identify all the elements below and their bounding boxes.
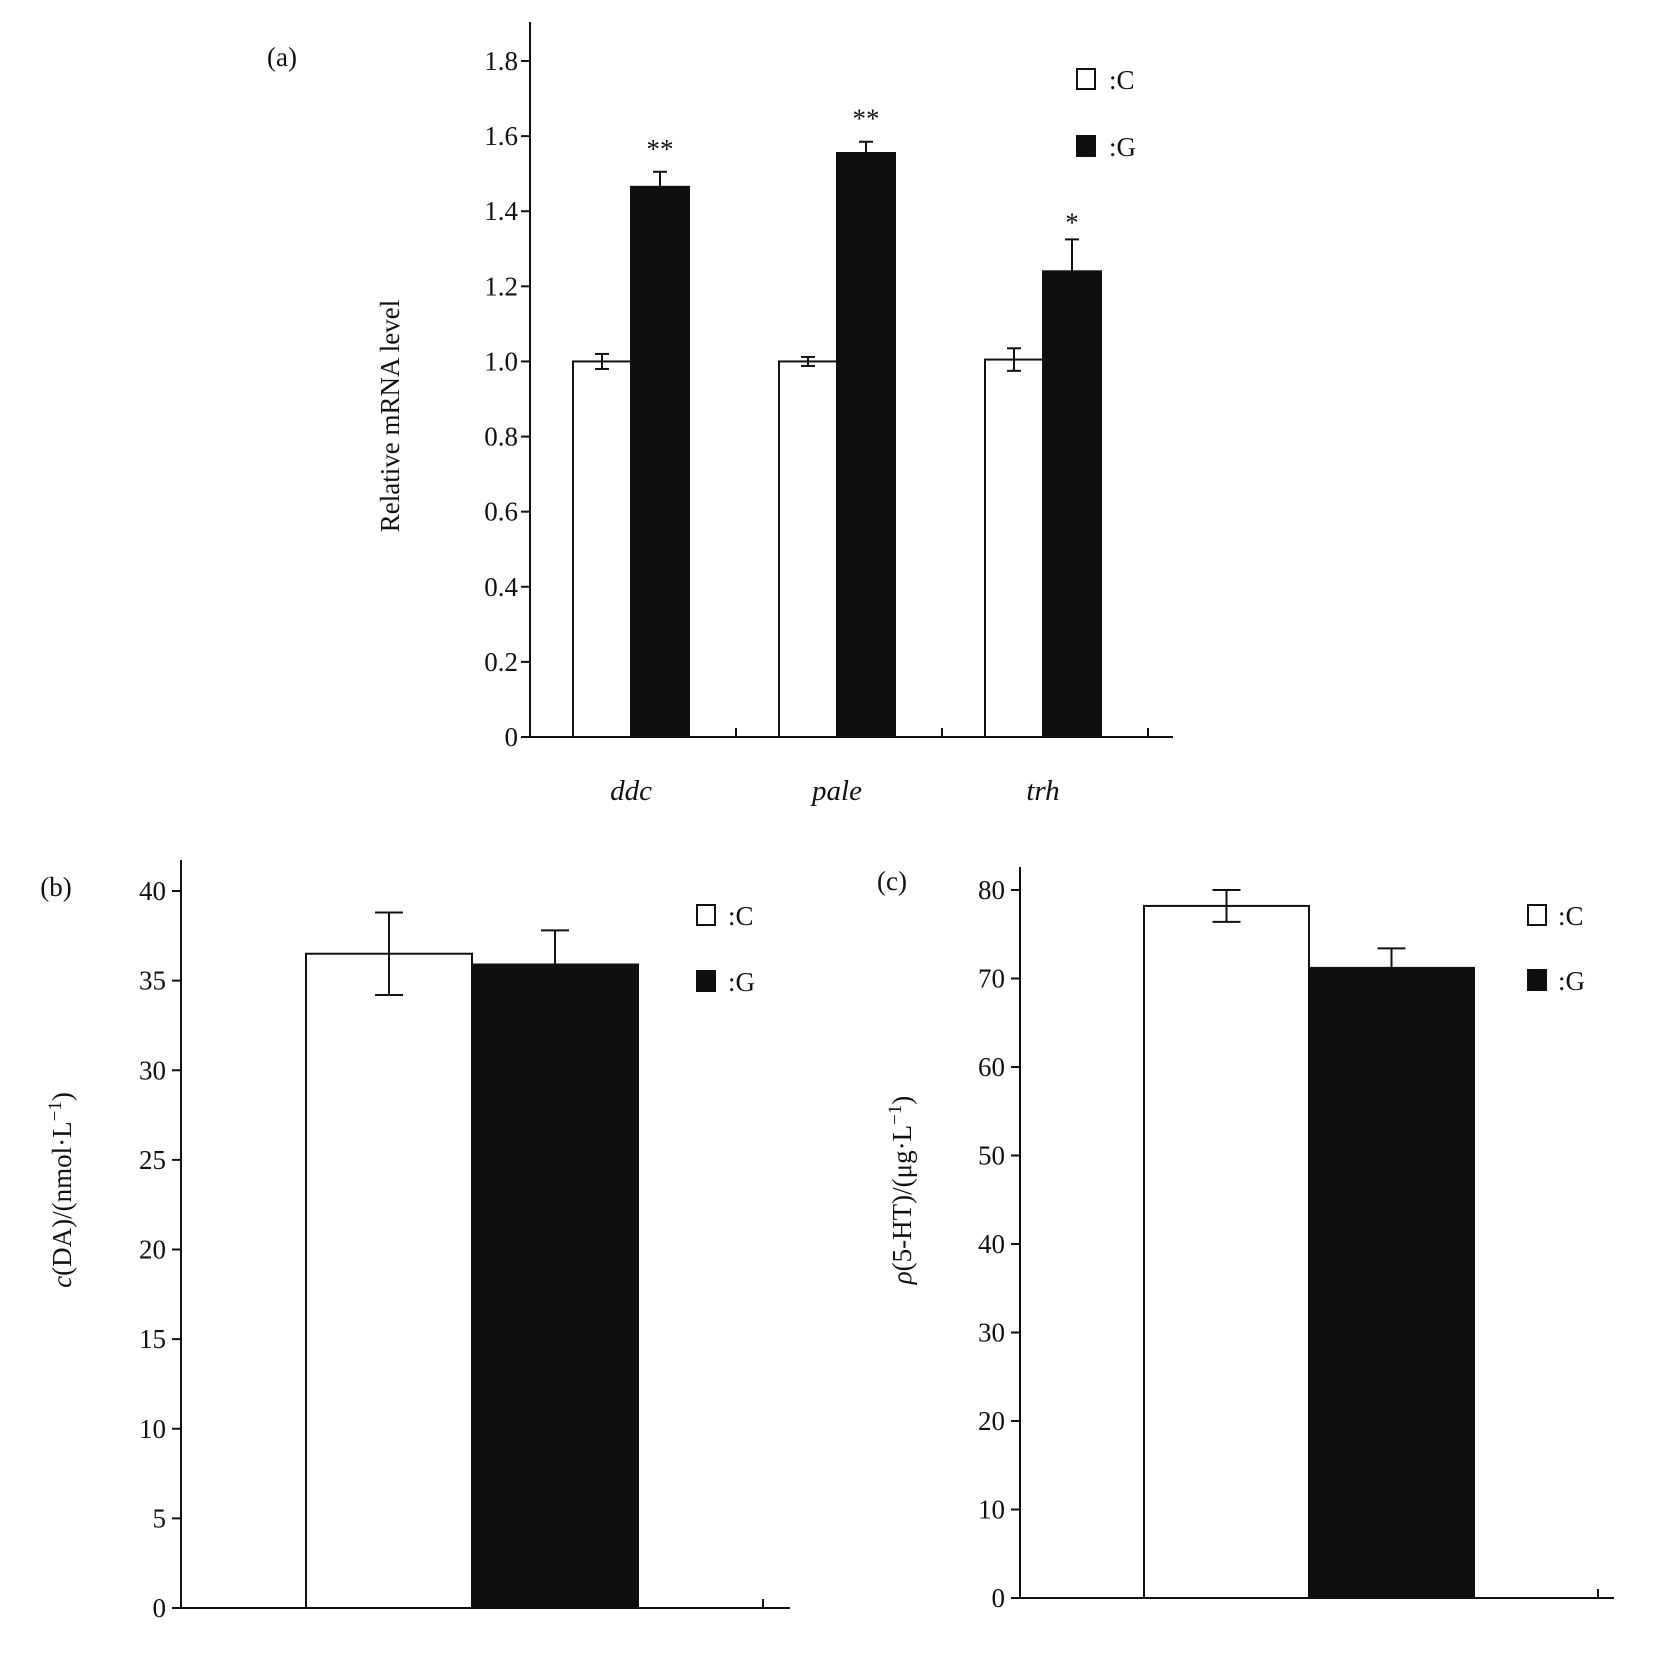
bar-g bbox=[630, 185, 690, 739]
y-tick-label: 15 bbox=[139, 1324, 166, 1354]
y-tick-label: 35 bbox=[139, 966, 166, 996]
y-tick-label: 20 bbox=[139, 1235, 166, 1265]
y-tick-label: 10 bbox=[978, 1495, 1005, 1525]
bar-c bbox=[984, 358, 1044, 738]
y-tick-label: 40 bbox=[139, 876, 166, 906]
y-tick-label: 0 bbox=[505, 722, 519, 752]
y-tick-label: 0.6 bbox=[484, 497, 518, 527]
bar-c bbox=[1143, 904, 1310, 1599]
legend-swatch-g bbox=[1076, 135, 1096, 157]
y-axis-title-group: Relative mRNA level bbox=[375, 300, 405, 532]
y-tick-label: 25 bbox=[139, 1145, 166, 1175]
panel-b-dopamine-chart: 0 5 10 15 20 25 30 35 40 (b) :C :G c(DA)/(nmol·L−1) bbox=[40, 860, 790, 1623]
y-tick-label: 1.4 bbox=[484, 196, 518, 226]
y-axis-title: ρ(5-HT)/(μg·L−1) bbox=[885, 1096, 917, 1286]
panel-c-serotonin-chart: 0 10 20 30 40 50 60 70 80 (c) :C :G ρ(5-HT)/(μg·L−1) bbox=[877, 866, 1614, 1613]
legend-label: :G bbox=[1109, 132, 1136, 162]
legend-swatch-g bbox=[1527, 969, 1547, 991]
bar-c bbox=[305, 952, 473, 1609]
legend-label: :C bbox=[728, 901, 754, 931]
y-tick-label: 30 bbox=[139, 1055, 166, 1085]
y-axis-title-text: (DA)/(nmol·L bbox=[47, 1121, 77, 1275]
y-tick-label: 0 bbox=[992, 1583, 1006, 1613]
y-axis-title-close: ) bbox=[887, 1096, 917, 1105]
y-tick-label: 50 bbox=[978, 1141, 1005, 1171]
y-tick-label: 40 bbox=[978, 1229, 1005, 1259]
y-axis-title-symbol: ρ bbox=[887, 1271, 917, 1285]
y-tick-label: 1.2 bbox=[484, 271, 518, 301]
panel-label: (b) bbox=[40, 872, 71, 902]
y-tick-label: 0.2 bbox=[484, 647, 518, 677]
legend-swatch-c bbox=[1076, 68, 1096, 90]
y-tick-label: 1.8 bbox=[484, 46, 518, 76]
y-axis-title-symbol: c bbox=[47, 1276, 77, 1288]
y-tick-label: 1.0 bbox=[484, 346, 518, 376]
legend-label: :G bbox=[1558, 966, 1585, 996]
legend-swatch-c bbox=[696, 904, 716, 926]
bar-g bbox=[836, 152, 896, 738]
y-axis-title-text: (5-HT)/(μg·L bbox=[887, 1125, 917, 1271]
y-axis-title-exponent: −1 bbox=[885, 1105, 906, 1125]
y-axis-title-group: c(DA)/(nmol·L−1) bbox=[45, 1092, 77, 1288]
legend-swatch-g bbox=[696, 970, 716, 992]
y-tick-label: 0.8 bbox=[484, 422, 518, 452]
legend-label: :G bbox=[728, 967, 755, 997]
y-axis-title: c(DA)/(nmol·L−1) bbox=[45, 1092, 77, 1288]
bar-g bbox=[1308, 966, 1475, 1599]
panel-label: (c) bbox=[877, 866, 907, 896]
y-axis-title-group: ρ(5-HT)/(μg·L−1) bbox=[885, 1096, 917, 1286]
y-tick-label: 0 bbox=[153, 1593, 167, 1623]
bar-c bbox=[572, 360, 632, 738]
y-axis-title-exponent: −1 bbox=[45, 1101, 66, 1121]
panel-a-relative-mrna-chart: 0 0.2 0.4 0.6 0.8 1.0 1.2 1.4 1.6 1.8 ** ddc ** pale *… bbox=[267, 22, 1173, 807]
y-tick-label: 20 bbox=[978, 1406, 1005, 1436]
panel-label: (a) bbox=[267, 42, 297, 72]
significance-mark: * bbox=[1065, 207, 1079, 237]
legend-label: :C bbox=[1109, 65, 1135, 95]
y-tick-label: 1.6 bbox=[484, 121, 518, 151]
y-tick-label: 60 bbox=[978, 1052, 1005, 1082]
significance-mark: ** bbox=[647, 134, 674, 164]
category-label: ddc bbox=[610, 775, 652, 807]
significance-mark: ** bbox=[853, 104, 880, 134]
bar-g bbox=[1042, 270, 1102, 738]
bar-c bbox=[778, 360, 838, 738]
y-tick-label: 0.4 bbox=[484, 572, 518, 602]
category-label: trh bbox=[1026, 775, 1059, 807]
category-label: pale bbox=[810, 775, 862, 807]
y-tick-label: 10 bbox=[139, 1414, 166, 1444]
y-tick-label: 80 bbox=[978, 875, 1005, 905]
y-tick-label: 70 bbox=[978, 964, 1005, 994]
legend-swatch-c bbox=[1527, 904, 1547, 926]
y-tick-label: 30 bbox=[978, 1318, 1005, 1348]
y-axis-title: Relative mRNA level bbox=[375, 300, 405, 532]
y-axis-title-close: ) bbox=[47, 1092, 77, 1101]
y-tick-label: 5 bbox=[153, 1503, 167, 1533]
legend-label: :C bbox=[1558, 901, 1584, 931]
bar-g bbox=[471, 963, 639, 1609]
